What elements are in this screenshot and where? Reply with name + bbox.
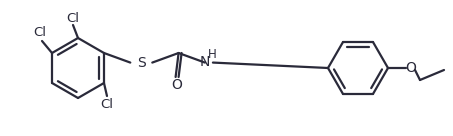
Text: Cl: Cl: [101, 98, 114, 111]
Text: H: H: [207, 48, 216, 61]
Text: Cl: Cl: [67, 12, 79, 24]
Text: N: N: [200, 55, 210, 69]
Text: Cl: Cl: [34, 27, 47, 39]
Text: O: O: [172, 78, 183, 92]
Text: S: S: [137, 56, 146, 70]
Text: O: O: [405, 61, 416, 75]
